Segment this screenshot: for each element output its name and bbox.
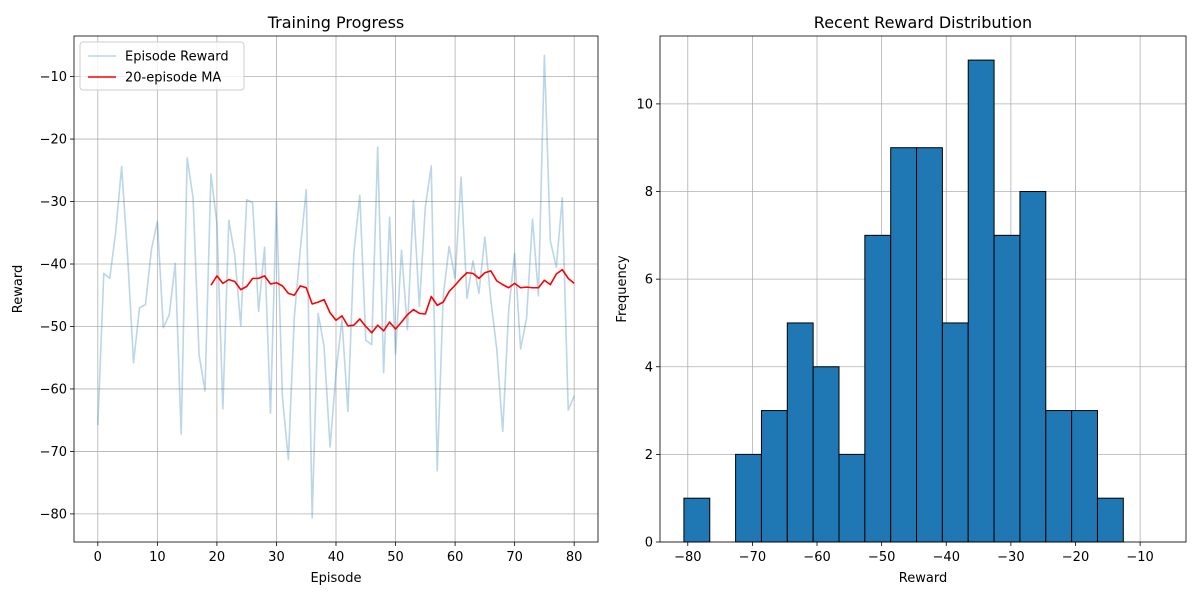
histogram-bar <box>735 453 762 543</box>
y-ticks: 0 2 4 6 8 10 <box>636 97 660 551</box>
chart-title: Training Progress <box>267 13 405 32</box>
x-ticks: −80 −70 −60 −50 −40 −30 −20 −10 <box>674 542 1154 565</box>
histogram-bar <box>864 234 892 543</box>
histogram-bar <box>1019 191 1047 543</box>
training-progress-chart: Training Progress 0 10 20 30 40 50 60 70 80 −80−… <box>11 13 599 586</box>
x-tick-label: −50 <box>868 550 895 565</box>
histogram-bar <box>1045 410 1073 543</box>
y-axis-label: Frequency <box>615 255 630 322</box>
histogram-bar <box>838 453 866 543</box>
x-ticks: 0 10 20 30 40 50 60 70 80 <box>94 542 583 565</box>
histogram-bar <box>1096 497 1124 543</box>
histogram-bar <box>1071 410 1098 543</box>
x-tick-label: 70 <box>506 550 523 565</box>
histogram-bar <box>786 322 814 543</box>
x-tick-label: 50 <box>387 550 404 565</box>
gridlines <box>74 36 598 542</box>
x-tick-label: 80 <box>566 550 583 565</box>
x-tick-label: −40 <box>933 550 960 565</box>
y-tick-label: −80 <box>40 507 67 522</box>
x-axis-label: Reward <box>899 571 947 586</box>
y-ticks: −80 −70 −60 −50 −40 −30 −20 −10 <box>40 70 74 522</box>
reward-distribution-chart: Recent Reward Distribution −80 −70 −60 −50−… <box>615 13 1187 586</box>
legend-label-moving-average: 20-episode MA <box>125 71 221 86</box>
y-tick-label: 2 <box>645 448 653 463</box>
chart-title: Recent Reward Distribution <box>814 13 1032 32</box>
legend-box <box>79 41 245 91</box>
x-tick-label: −10 <box>1126 550 1153 565</box>
histogram-bar <box>760 410 788 543</box>
histogram-bar <box>683 497 711 543</box>
histogram-bar <box>890 147 918 543</box>
histogram-bar <box>941 322 969 543</box>
y-tick-label: 0 <box>645 536 653 551</box>
x-tick-label: 0 <box>94 550 102 565</box>
x-tick-label: 30 <box>268 550 285 565</box>
x-tick-label: 40 <box>328 550 345 565</box>
series-line-20-episode-ma <box>210 268 575 334</box>
x-tick-label: 60 <box>447 550 464 565</box>
x-tick-label: 20 <box>209 550 226 565</box>
histogram-bar <box>993 234 1021 543</box>
axes-border <box>659 35 1187 543</box>
x-tick-label: −20 <box>1062 550 1089 565</box>
series-line-episode-reward <box>97 54 575 519</box>
y-tick-label: −30 <box>40 195 67 210</box>
x-tick-label: −60 <box>803 550 830 565</box>
y-tick-label: −70 <box>40 445 67 460</box>
x-tick-label: 10 <box>149 550 166 565</box>
series-layer <box>97 54 575 519</box>
y-tick-label: −40 <box>40 258 67 273</box>
y-tick-label: −20 <box>40 133 67 148</box>
y-tick-label: −10 <box>40 70 67 85</box>
histogram-bar <box>967 59 995 543</box>
legend-label-episode-reward: Episode Reward <box>125 50 229 65</box>
y-tick-label: −50 <box>40 320 67 335</box>
y-axis-label: Reward <box>11 265 26 313</box>
axes-frame <box>659 35 1187 543</box>
histogram-bar <box>812 366 840 543</box>
x-tick-label: −70 <box>739 550 766 565</box>
y-tick-label: 4 <box>645 360 653 375</box>
x-tick-label: −30 <box>997 550 1024 565</box>
bars-layer <box>683 59 1124 543</box>
legend: Episode Reward 20-episode MA <box>79 41 245 91</box>
histogram-bar <box>916 147 943 543</box>
y-tick-label: 10 <box>636 97 653 112</box>
y-tick-label: 8 <box>645 185 653 200</box>
y-tick-label: −60 <box>40 382 67 397</box>
y-tick-label: 6 <box>645 273 653 288</box>
x-tick-label: −80 <box>674 550 701 565</box>
x-axis-label: Episode <box>310 571 361 586</box>
